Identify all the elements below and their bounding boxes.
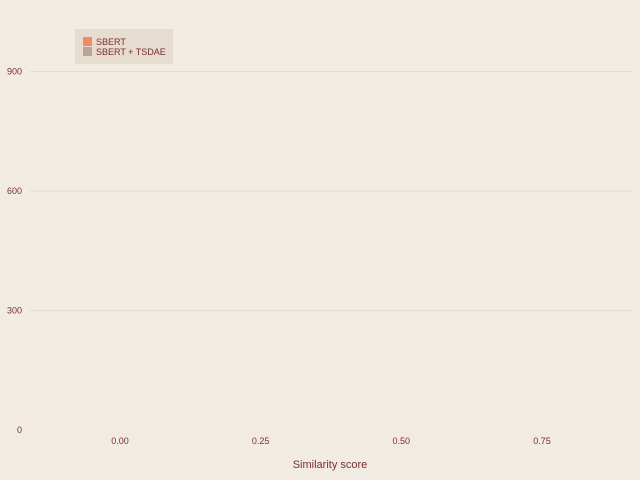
legend-label: SBERT (96, 37, 126, 47)
y-tick-label: 900 (7, 67, 22, 77)
legend-swatch (83, 37, 92, 46)
legend-label: SBERT + TSDAE (96, 47, 166, 57)
gridlines (30, 71, 632, 312)
y-tick-label: 300 (7, 306, 22, 316)
y-tick-label: 600 (7, 186, 22, 196)
y-axis-ticks: 0 300 600 900 (7, 67, 22, 435)
x-tick-label: 0.25 (252, 436, 270, 446)
legend-background (75, 29, 173, 64)
y-tick-label: 0 (17, 425, 22, 435)
legend-swatch (83, 47, 92, 56)
x-tick-label: 0.75 (533, 436, 551, 446)
x-axis-title: Similarity score (293, 459, 368, 471)
x-tick-label: 0.50 (393, 436, 411, 446)
x-tick-label: 0.00 (111, 436, 129, 446)
x-axis-ticks: 0.00 0.25 0.50 0.75 (111, 436, 550, 446)
